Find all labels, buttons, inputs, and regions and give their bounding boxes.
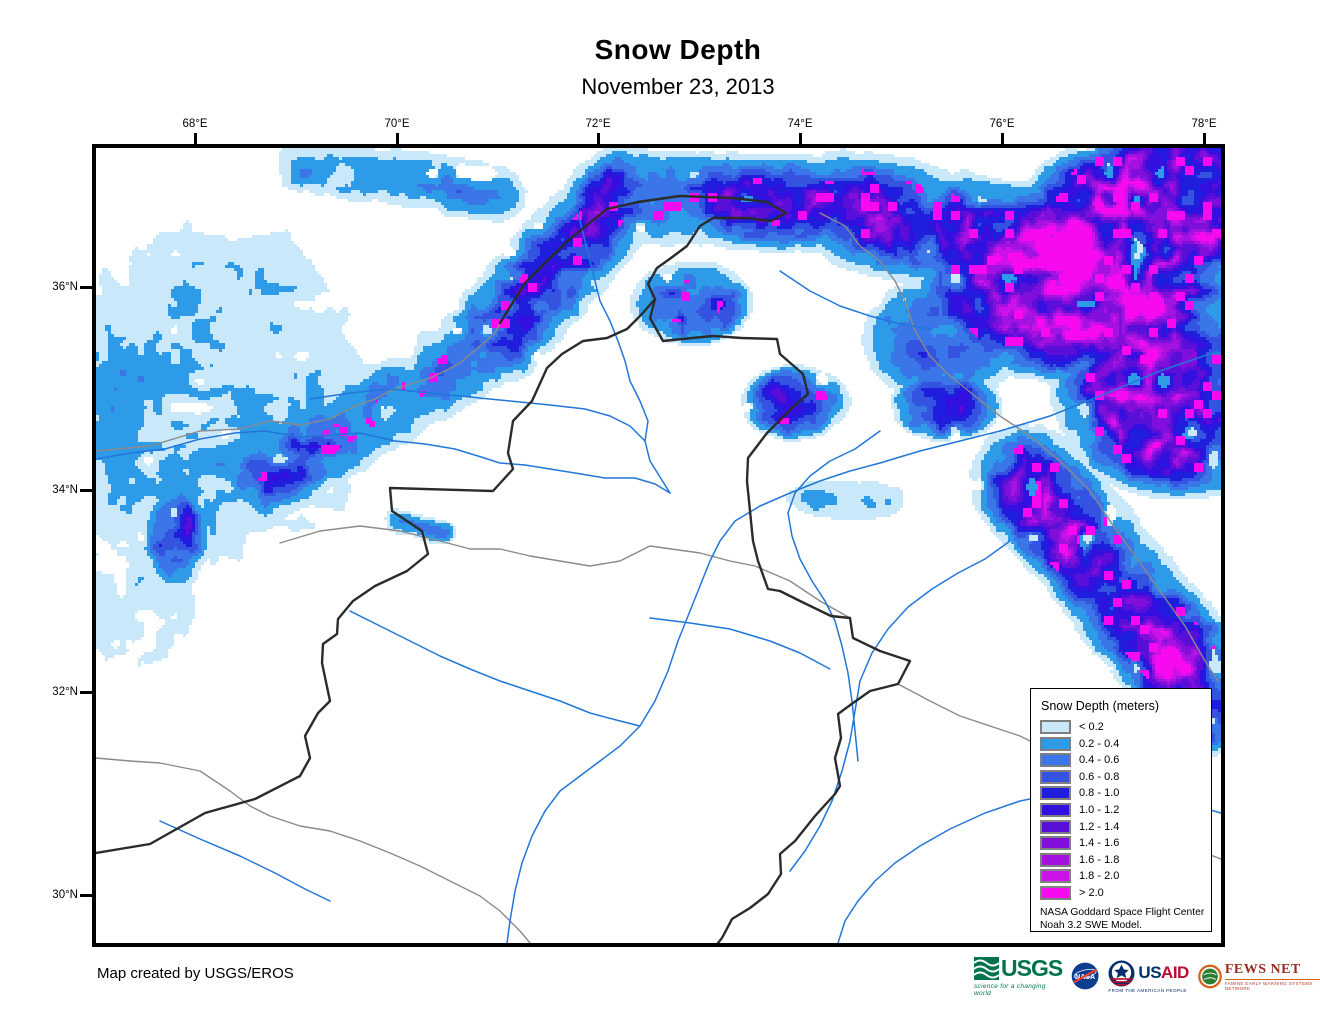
longitude-tick-label: 76°E [989,118,1015,130]
river-line [787,430,881,762]
legend-item-label: 1.4 - 1.6 [1079,837,1120,850]
river-line [159,820,331,902]
legend-item-label: > 2.0 [1079,886,1104,899]
legend-item-label: < 0.2 [1079,721,1104,733]
legend-item-label: 0.2 - 0.4 [1079,737,1120,750]
legend-source-line2: Noah 3.2 SWE Model. [1040,920,1142,932]
legend-item: 0.6 - 0.8 [1040,769,1205,784]
legend-swatch [1040,836,1071,851]
legend-swatch [1040,869,1071,884]
river-line [574,205,671,494]
usaid-logo-row: USAID [1108,960,1189,987]
legend-item: 1.4 - 1.6 [1040,836,1205,851]
legend-title: Snow Depth (meters) [1041,699,1160,713]
longitude-tick-label: 74°E [787,118,813,130]
river-line [779,270,931,330]
admin-boundary-line [279,525,851,619]
page-title: Snow Depth [594,34,762,65]
longitude-tick-mark [194,133,197,144]
legend-items: < 0.2 0.2 - 0.4 0.4 - 0.6 0.6 - 0.8 0.8 - 1.… [1040,720,1205,900]
river-line [309,388,646,442]
legend-item: 1.0 - 1.2 [1040,802,1205,817]
attribution-text: Map created by USGS/EROS [97,965,294,982]
international-boundary-line [96,297,657,855]
usaid-wordmark: USAID [1138,963,1189,982]
legend-item-label: 0.8 - 1.0 [1079,787,1120,800]
latitude-tick-mark [80,691,92,694]
fewsnet-logo-row: FEWS NET FAMINE EARLY WARNING SYSTEMS NE… [1197,961,1320,991]
legend-item-label: 0.6 - 0.8 [1079,770,1120,783]
longitude-tick-mark [396,133,399,144]
latitude-tick-mark [80,286,92,289]
boundaries-rivers-overlay [96,194,1221,943]
legend-swatch [1040,819,1071,834]
legend-swatch [1040,802,1071,817]
legend-item-label: 1.6 - 1.8 [1079,853,1120,866]
usgs-logo: USGS science for a changing world [974,955,1063,997]
usgs-wordmark: USGS [1001,955,1063,981]
legend-item: 0.4 - 0.6 [1040,753,1205,768]
legend-item: 1.2 - 1.4 [1040,819,1205,834]
longitude-tick-label: 72°E [585,118,611,130]
map-legend: Snow Depth (meters) < 0.2 0.2 - 0.4 0.4 - … [1030,688,1212,932]
legend-item: 1.6 - 1.8 [1040,852,1205,867]
latitude-tick-label: 32°N [52,686,78,698]
legend-item: 0.8 - 1.0 [1040,786,1205,801]
river-line [349,610,641,727]
logo-row: USGS science for a changing world NASA [974,952,1320,1000]
longitude-tick-mark [1001,133,1004,144]
longitude-tick-mark [799,133,802,144]
legend-item-label: 1.2 - 1.4 [1079,820,1120,833]
river-line [506,350,1219,943]
nasa-logo: NASA [1071,962,1099,990]
usgs-wave-icon [974,957,999,980]
international-boundary-line [498,194,912,943]
legend-swatch [1040,720,1071,734]
nasa-wordmark: NASA [1075,974,1095,981]
legend-item-label: 1.8 - 2.0 [1079,870,1120,883]
legend-swatch [1040,885,1071,900]
legend-swatch [1040,786,1071,801]
legend-item: 0.2 - 0.4 [1040,736,1205,751]
latitude-tick-label: 30°N [52,889,78,901]
usaid-tagline: FROM THE AMERICAN PEOPLE [1108,987,1187,993]
map-frame: Snow Depth (meters) < 0.2 0.2 - 0.4 0.4 - … [92,144,1225,947]
usgs-logo-row: USGS [974,955,1063,982]
fewsnet-tagline: FAMINE EARLY WARNING SYSTEMS NETWORK [1224,978,1320,991]
river-line [789,540,1011,872]
latitude-tick-label: 36°N [52,281,78,293]
admin-boundary-line [819,212,1219,682]
page-subtitle: November 23, 2013 [581,74,775,99]
fewsnet-globe-icon [1197,964,1222,988]
fewsnet-logo: FEWS NET FAMINE EARLY WARNING SYSTEMS NE… [1197,961,1320,991]
legend-item-label: 1.0 - 1.2 [1079,803,1120,816]
fewsnet-text-column: FEWS NET FAMINE EARLY WARNING SYSTEMS NE… [1224,961,1320,991]
longitude-tick-label: 68°E [182,118,208,130]
legend-item: 1.8 - 2.0 [1040,869,1205,884]
usgs-tagline: science for a changing world [974,983,1046,997]
admin-boundary-line [96,322,501,452]
latitude-tick-mark [80,894,92,897]
fewsnet-wordmark: FEWS NET [1224,961,1301,977]
legend-swatch [1040,753,1071,768]
longitude-tick-label: 78°E [1191,118,1217,130]
legend-item: > 2.0 [1040,885,1205,900]
usaid-emblem-icon [1108,960,1135,986]
legend-swatch [1040,769,1071,784]
usaid-logo: USAID FROM THE AMERICAN PEOPLE [1108,960,1189,993]
longitude-tick-mark [597,133,600,144]
latitude-tick-label: 34°N [52,484,78,496]
longitude-tick-mark [1203,133,1206,144]
river-line [96,430,671,494]
legend-swatch [1040,852,1071,867]
legend-source-line1: NASA Goddard Space Flight Center [1040,906,1205,918]
latitude-tick-mark [80,489,92,492]
longitude-tick-label: 70°E [384,118,410,130]
admin-boundary-line [96,757,531,943]
legend-swatch [1040,736,1071,751]
river-line [649,617,831,670]
legend-item: < 0.2 [1040,720,1205,734]
legend-item-label: 0.4 - 0.6 [1079,754,1120,767]
